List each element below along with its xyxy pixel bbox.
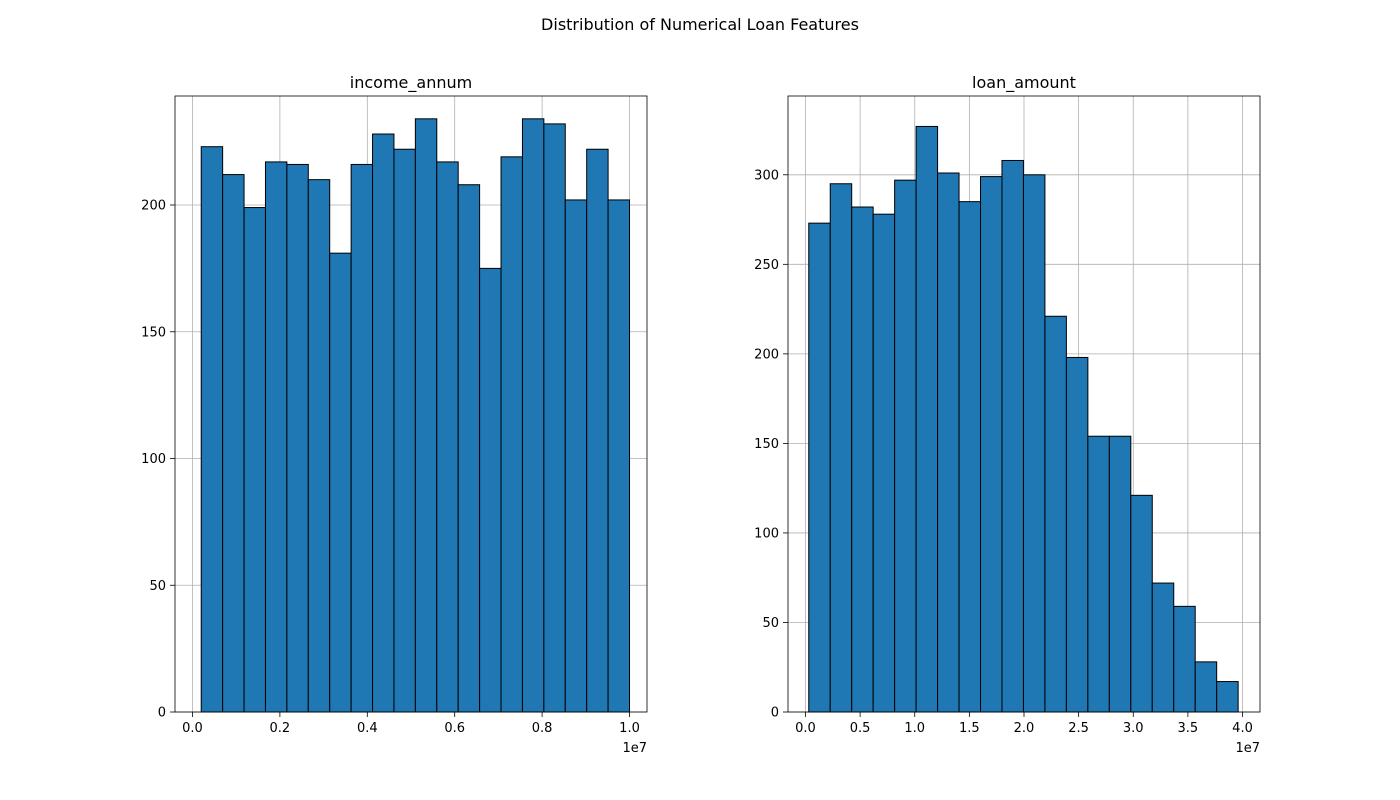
histogram-bar-income-annum <box>457 184 481 713</box>
histogram-bar-loan-amount <box>1108 435 1132 713</box>
x-tick-label-loan-amount: 0.0 <box>795 721 816 736</box>
histogram-bar-income-annum <box>479 267 502 713</box>
histogram-bar-income-annum <box>329 252 352 713</box>
histogram-bar-loan-amount <box>1194 661 1218 713</box>
histogram-bar-loan-amount <box>1065 356 1089 713</box>
x-tick-label-income-annum: 0.6 <box>444 721 465 736</box>
histogram-bar-loan-amount <box>980 176 1003 713</box>
subplot-income-annum: 0.0 0.2 0.4 0.6 0.8 1.0 0 50 100 150 200 income_an… <box>141 73 648 756</box>
histogram-bar-income-annum <box>307 179 331 713</box>
x-tick-label-loan-amount: 2.5 <box>1068 721 1089 736</box>
histogram-bar-loan-amount <box>1173 605 1196 713</box>
histogram-bar-income-annum <box>243 207 266 713</box>
histogram-bar-income-annum <box>393 148 416 713</box>
figure-suptitle: Distribution of Numerical Loan Features <box>541 15 859 34</box>
y-tick-label-income-annum: 200 <box>141 199 166 214</box>
offset-label-loan-amount: 1e7 <box>1235 741 1260 756</box>
y-tick-label-loan-amount: 50 <box>762 616 779 631</box>
histogram-bar-income-annum <box>436 161 459 713</box>
subplot-title-income-annum: income_annum <box>350 73 472 93</box>
x-tick-label-loan-amount: 4.0 <box>1232 721 1253 736</box>
y-tick-label-loan-amount: 0 <box>771 706 779 721</box>
histogram-bar-income-annum <box>264 161 288 713</box>
y-tick-label-loan-amount: 250 <box>754 258 779 273</box>
x-tick-label-income-annum: 0.0 <box>182 721 203 736</box>
histogram-bar-income-annum <box>286 163 309 713</box>
histogram-bar-income-annum <box>543 123 566 713</box>
histogram-bar-income-annum <box>500 156 523 713</box>
y-tick-label-income-annum: 0 <box>158 706 166 721</box>
x-tick-label-income-annum: 0.8 <box>532 721 553 736</box>
histogram-bar-loan-amount <box>1001 159 1024 713</box>
histogram-bar-income-annum <box>521 118 545 713</box>
offset-label-income-annum: 1e7 <box>622 741 647 756</box>
y-tick-label-income-annum: 150 <box>141 325 166 340</box>
y-tick-label-loan-amount: 200 <box>754 347 779 362</box>
x-tick-label-loan-amount: 2.0 <box>1014 721 1035 736</box>
histogram-bar-income-annum <box>372 133 395 713</box>
y-tick-label-loan-amount: 300 <box>754 168 779 183</box>
subplot-title-loan-amount: loan_amount <box>972 73 1076 93</box>
x-tick-label-loan-amount: 1.0 <box>904 721 925 736</box>
histogram-bar-income-annum <box>200 146 224 713</box>
histogram-bar-loan-amount <box>872 213 896 713</box>
histogram-bar-loan-amount <box>808 222 831 713</box>
x-tick-label-income-annum: 0.2 <box>270 721 291 736</box>
axes-frame-income-annum <box>174 95 648 713</box>
y-tick-label-income-annum: 50 <box>149 579 166 594</box>
x-tick-label-loan-amount: 0.5 <box>850 721 871 736</box>
bars-loan-amount <box>808 125 1239 713</box>
histogram-bar-income-annum <box>607 199 631 713</box>
y-tick-label-loan-amount: 150 <box>754 437 779 452</box>
x-tick-label-loan-amount: 3.0 <box>1123 721 1144 736</box>
histogram-bar-income-annum <box>564 199 588 713</box>
x-tick-label-income-annum: 1.0 <box>619 721 640 736</box>
x-tick-label-loan-amount: 1.5 <box>959 721 980 736</box>
histogram-bar-loan-amount <box>1022 174 1046 713</box>
y-tick-label-loan-amount: 100 <box>754 526 779 541</box>
histogram-bar-loan-amount <box>937 172 960 713</box>
histogram-bar-loan-amount <box>1130 494 1153 713</box>
histogram-bar-loan-amount <box>915 125 939 713</box>
histogram-bar-loan-amount <box>1044 315 1067 713</box>
histogram-bar-loan-amount <box>1216 681 1239 713</box>
x-tick-label-income-annum: 0.4 <box>357 721 378 736</box>
histogram-bar-income-annum <box>414 118 438 713</box>
histogram-bar-loan-amount <box>1087 435 1110 713</box>
subplot-loan-amount: 0.0 0.5 1.0 1.5 2.0 2.5 3.0 3.5 4.0 0 50 100 150 200 2… <box>754 73 1261 756</box>
histogram-bar-loan-amount <box>958 201 982 713</box>
histogram-bar-income-annum <box>222 174 245 713</box>
bars-income-annum <box>200 118 631 713</box>
x-tick-label-loan-amount: 3.5 <box>1178 721 1199 736</box>
ticks-loan-amount: 0.0 0.5 1.0 1.5 2.0 2.5 3.0 3.5 4.0 0 50 100 150 200 2… <box>754 168 1253 736</box>
y-tick-label-income-annum: 100 <box>141 452 166 467</box>
histogram-bar-income-annum <box>350 163 374 713</box>
histogram-bar-loan-amount <box>894 179 917 713</box>
histogram-bar-income-annum <box>586 148 609 713</box>
histogram-bar-loan-amount <box>851 206 874 713</box>
ticks-income-annum: 0.0 0.2 0.4 0.6 0.8 1.0 0 50 100 150 200 <box>141 199 640 736</box>
histogram-bar-loan-amount <box>1151 582 1175 713</box>
histogram-bar-loan-amount <box>829 183 853 713</box>
